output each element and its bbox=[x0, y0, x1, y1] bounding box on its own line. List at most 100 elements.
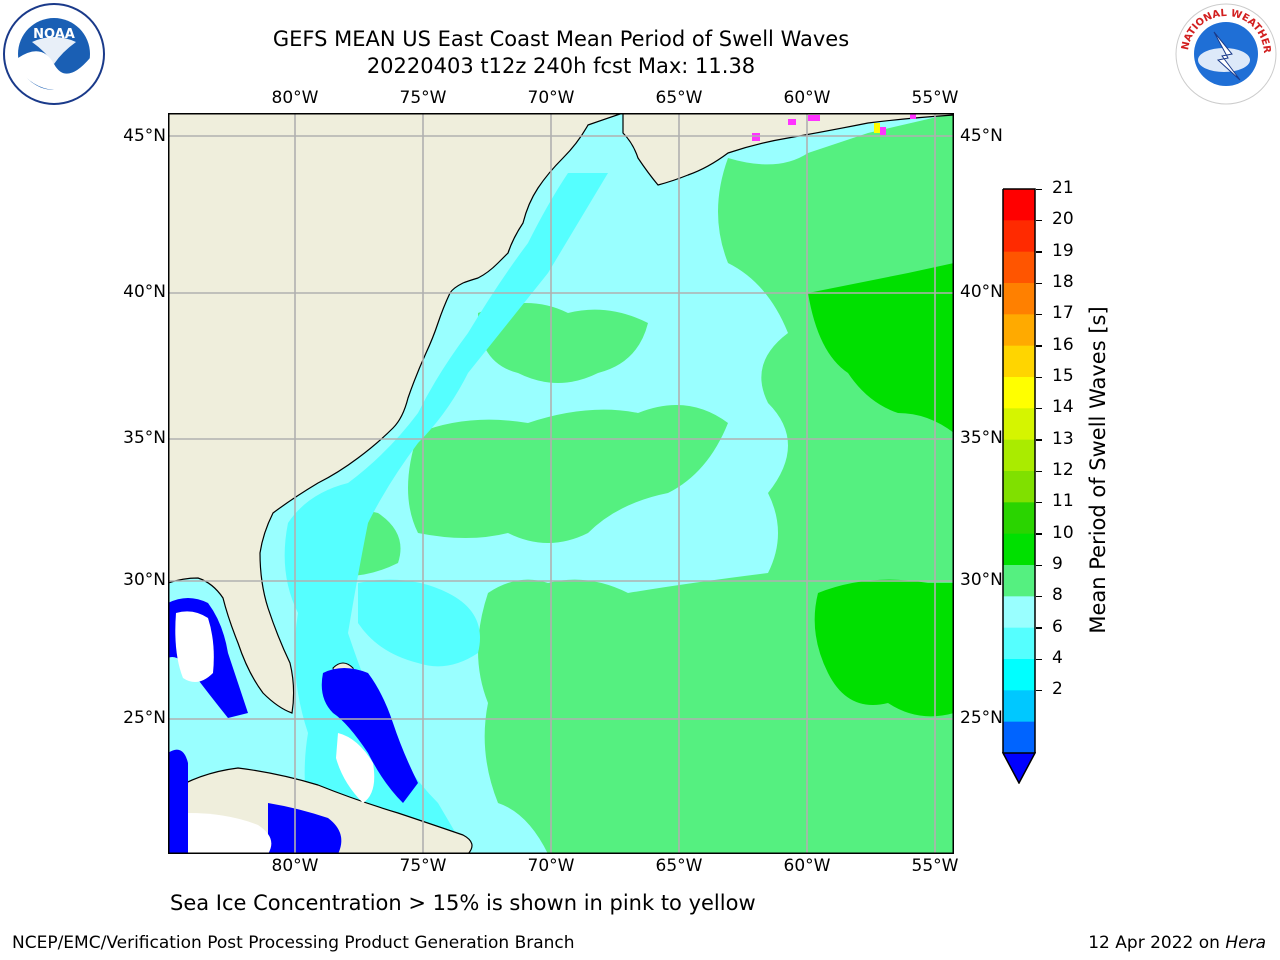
lon-label-bottom: 60°W bbox=[783, 856, 831, 876]
lat-label-left: 30°N bbox=[123, 570, 166, 590]
colorbar-tick-mark bbox=[1036, 564, 1042, 566]
footer-host: Hera bbox=[1225, 933, 1266, 953]
sea-ice-marker bbox=[874, 123, 880, 133]
sea-ice-marker bbox=[752, 133, 760, 141]
colorbar-title: Mean Period of Swell Waves [s] bbox=[1086, 306, 1110, 634]
colorbar-segment bbox=[1003, 314, 1035, 347]
colorbar-tick-label: 8 bbox=[1052, 585, 1063, 606]
sea-ice-marker bbox=[910, 113, 916, 119]
colorbar-segment bbox=[1003, 251, 1035, 284]
noaa-logo: NOAA bbox=[2, 2, 106, 106]
sea-ice-marker bbox=[788, 119, 796, 125]
lon-label-bottom: 75°W bbox=[399, 856, 447, 876]
lon-label-bottom: 80°W bbox=[271, 856, 319, 876]
colorbar-segment bbox=[1003, 471, 1035, 503]
nodata-bahamas bbox=[336, 733, 375, 803]
lat-label-left: 40°N bbox=[123, 282, 166, 302]
lon-label-bottom: 55°W bbox=[911, 856, 959, 876]
footer-date-text: 12 Apr 2022 on bbox=[1088, 933, 1226, 953]
colorbar-segment bbox=[1003, 502, 1035, 535]
colorbar-tick-label: 21 bbox=[1052, 178, 1074, 198]
colorbar-tick-label: 12 bbox=[1052, 460, 1074, 480]
colorbar-segment bbox=[1003, 627, 1035, 660]
colorbar-segment bbox=[1003, 377, 1035, 409]
colorbar-segment bbox=[1003, 345, 1035, 378]
map-frame bbox=[168, 113, 954, 854]
lon-label-top: 75°W bbox=[399, 88, 447, 108]
map-caption: Sea Ice Concentration > 15% is shown in … bbox=[170, 891, 756, 915]
colorbar bbox=[1001, 188, 1037, 785]
lat-label-left: 45°N bbox=[123, 126, 166, 146]
footer-credit: NCEP/EMC/Verification Post Processing Pr… bbox=[12, 933, 575, 953]
colorbar-tick-label: 14 bbox=[1052, 397, 1074, 418]
lon-label-top: 60°W bbox=[783, 88, 831, 108]
colorbar-frame bbox=[1002, 188, 1036, 753]
colorbar-tick-mark bbox=[1036, 282, 1042, 284]
colorbar-tick-label: 18 bbox=[1052, 272, 1074, 292]
colorbar-segment bbox=[1003, 189, 1035, 221]
swell-region-highest-ne bbox=[808, 263, 954, 433]
colorbar-segment bbox=[1003, 408, 1035, 441]
colorbar-tick-mark bbox=[1036, 658, 1042, 660]
sea-ice-marker bbox=[808, 115, 820, 121]
lon-label-top: 70°W bbox=[527, 88, 575, 108]
lat-label-right: 25°N bbox=[960, 708, 1003, 728]
shallow-patch-bahamas bbox=[321, 668, 418, 803]
nws-logo: NATIONAL WEATHER SERVICE bbox=[1170, 0, 1278, 106]
colorbar-segment bbox=[1003, 659, 1035, 691]
sea-ice-marker bbox=[880, 127, 886, 135]
colorbar-segment bbox=[1003, 565, 1035, 597]
noaa-logo-graphic: NOAA bbox=[3, 3, 105, 105]
swell-region-high-nw bbox=[478, 303, 648, 383]
lon-label-bottom: 70°W bbox=[527, 856, 575, 876]
colorbar-tick-mark bbox=[1036, 627, 1042, 629]
chart-subtitle: 20220403 t12z 240h fcst Max: 11.38 bbox=[366, 54, 756, 78]
colorbar-tick-label: 9 bbox=[1052, 554, 1063, 574]
colorbar-tick-mark bbox=[1036, 595, 1042, 598]
colorbar-tick-mark bbox=[1036, 345, 1042, 347]
lon-label-top: 65°W bbox=[655, 88, 703, 108]
lat-label-right: 30°N bbox=[960, 570, 1003, 590]
colorbar-tick-mark bbox=[1036, 501, 1042, 504]
map-panel bbox=[167, 112, 955, 855]
lat-label-left: 35°N bbox=[123, 428, 166, 448]
shallow-patch-cuba bbox=[268, 803, 342, 854]
colorbar-segment bbox=[1003, 721, 1035, 754]
colorbar-tick-label: 15 bbox=[1052, 366, 1074, 386]
colorbar-tick-mark bbox=[1036, 407, 1042, 410]
colorbar-tick-mark bbox=[1036, 533, 1042, 535]
land-us bbox=[167, 112, 624, 714]
lat-label-left: 25°N bbox=[123, 708, 166, 728]
footer-date: 12 Apr 2022 on Hera bbox=[1088, 933, 1266, 953]
colorbar-tick-mark bbox=[1036, 313, 1042, 316]
colorbar-segment bbox=[1003, 690, 1035, 723]
lon-label-top: 55°W bbox=[911, 88, 959, 108]
colorbar-segment bbox=[1003, 439, 1035, 472]
colorbar-tick-mark bbox=[1036, 439, 1042, 441]
colorbar-segment bbox=[1003, 596, 1035, 629]
colorbar-tick-mark bbox=[1036, 689, 1042, 692]
colorbar-tick-label: 2 bbox=[1052, 679, 1063, 700]
colorbar-tick-label: 6 bbox=[1052, 616, 1063, 637]
colorbar-tick-label: 20 bbox=[1052, 209, 1074, 230]
graticule bbox=[168, 113, 954, 854]
colorbar-tick-label: 19 bbox=[1052, 240, 1074, 261]
nodata-caribbean bbox=[188, 813, 272, 854]
lon-label-bottom: 65°W bbox=[655, 856, 703, 876]
colorbar-tick-label: 10 bbox=[1052, 522, 1074, 543]
colorbar-tick-label: 16 bbox=[1052, 334, 1074, 355]
colorbar-segment bbox=[1003, 533, 1035, 566]
noaa-logo-text: NOAA bbox=[33, 27, 75, 42]
map-svg bbox=[167, 112, 955, 855]
nws-logo-graphic: NATIONAL WEATHER SERVICE bbox=[1170, 0, 1277, 105]
land-maritimes bbox=[622, 112, 955, 186]
colorbar-tick-mark bbox=[1036, 376, 1042, 378]
shallow-patch-caribbean-west bbox=[168, 749, 188, 854]
colorbar-tick-label: 13 bbox=[1052, 428, 1074, 449]
lat-label-right: 35°N bbox=[960, 428, 1003, 448]
colorbar-extend-arrow bbox=[1001, 752, 1037, 785]
colorbar-tick-mark bbox=[1036, 188, 1042, 190]
swell-region-low-south bbox=[358, 579, 480, 667]
lon-label-top: 80°W bbox=[271, 88, 319, 108]
colorbar-tick-mark bbox=[1036, 251, 1042, 253]
